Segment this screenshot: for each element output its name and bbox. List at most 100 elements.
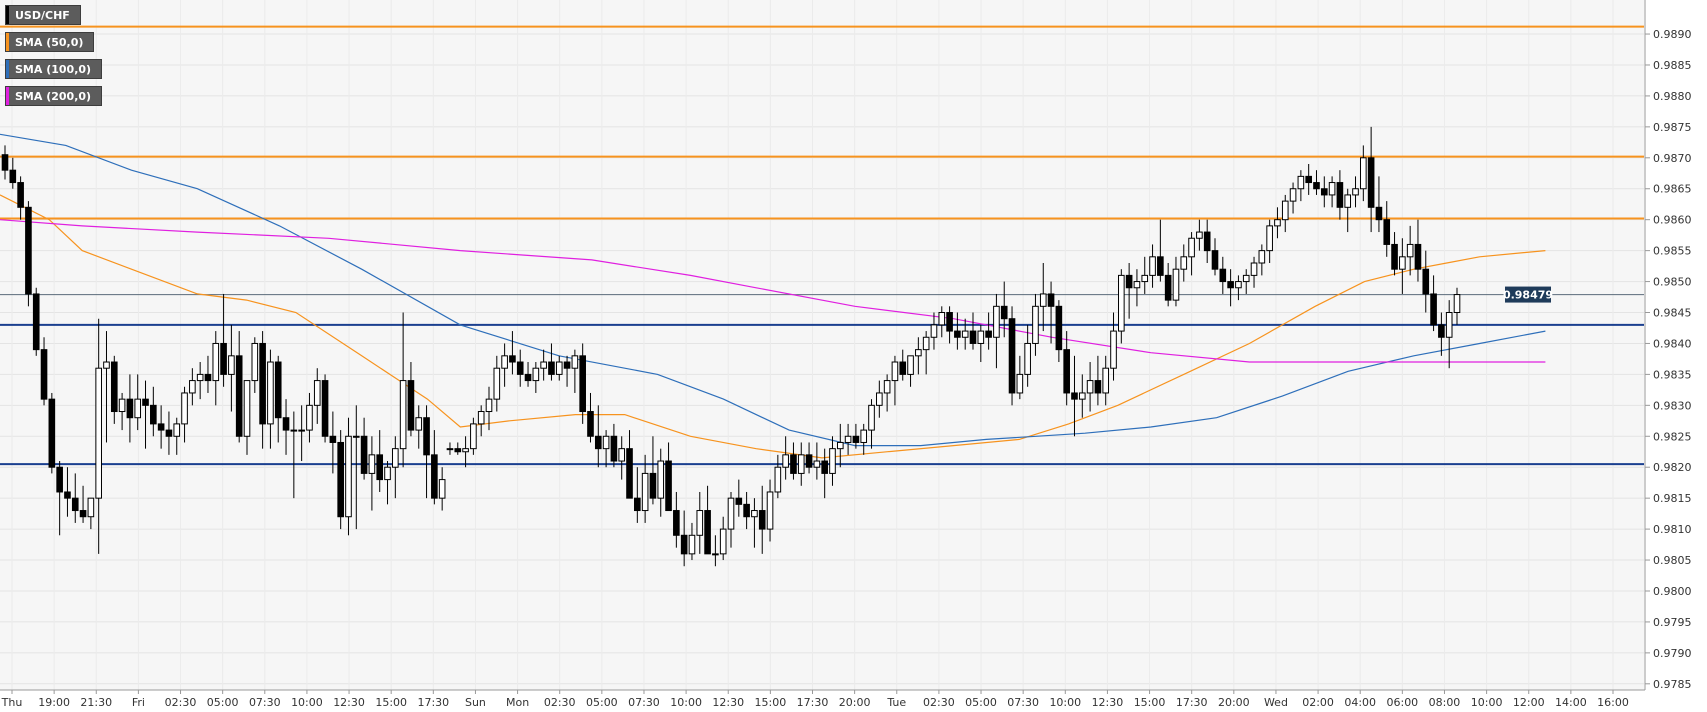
current-price-tag: 0.98479 (1503, 286, 1553, 303)
candle-body-up (860, 429, 868, 443)
candle-body-down (899, 361, 907, 375)
candle-body-up (719, 528, 727, 555)
candle (1047, 281, 1055, 344)
candle-body-down (32, 293, 40, 351)
candle-body-up (298, 429, 305, 432)
candle-body-up (173, 423, 181, 437)
candle (345, 417, 352, 536)
candle-body-down (1164, 274, 1172, 301)
candle (1157, 219, 1164, 282)
candle-body-down (9, 169, 17, 184)
candle-body-up (95, 367, 102, 499)
candle (1133, 269, 1141, 307)
candle-body-down (665, 460, 672, 512)
candle (1242, 269, 1250, 294)
candle (922, 331, 930, 375)
candle (1071, 355, 1078, 437)
candle (1383, 201, 1391, 257)
candle (1297, 170, 1305, 202)
candle (790, 442, 797, 480)
candle (774, 454, 782, 499)
candle (813, 442, 821, 480)
candle (501, 343, 508, 387)
candle (1258, 244, 1266, 276)
candle (883, 374, 891, 412)
candle (274, 355, 282, 443)
y-tick-label: 0.9810 (1653, 523, 1692, 536)
candle (329, 411, 337, 474)
candle-body-down (1063, 349, 1070, 394)
x-tick-label: 21:30 (80, 696, 112, 709)
candle (1180, 244, 1188, 282)
candle (25, 201, 32, 307)
candle (321, 374, 329, 443)
candle-body-down (548, 361, 555, 375)
candle (649, 436, 657, 505)
candle (1016, 355, 1024, 400)
y-tick-label: 0.9855 (1653, 245, 1692, 258)
candle-body-up (571, 355, 579, 369)
x-axis: Thu 19:00 21:30 Fri 02:30 05:00 07:30 10:00 12:3… (1, 690, 1629, 709)
candle-body-down (524, 373, 532, 382)
legend-item-symbol[interactable]: USD/CHF (5, 5, 81, 25)
y-tick-label: 0.9875 (1653, 121, 1692, 134)
legend-swatch (6, 60, 9, 78)
candle (1375, 176, 1383, 233)
candle-body-down (1438, 324, 1445, 338)
candle (758, 485, 766, 554)
candle (40, 337, 48, 406)
y-tick-label: 0.9890 (1653, 28, 1692, 41)
candle (56, 461, 63, 536)
candle (977, 324, 985, 363)
candle (938, 306, 946, 338)
candle-body-up (1258, 250, 1266, 264)
candle-body-up (836, 441, 844, 450)
candle-body-up (392, 448, 399, 468)
candle (196, 362, 204, 400)
candle (438, 467, 446, 511)
candle (103, 331, 110, 443)
x-tick-label: 12:00 (1513, 696, 1545, 709)
candle (961, 318, 969, 350)
sma-200-line (0, 219, 1546, 363)
candle-body-up (1086, 380, 1094, 394)
candle (79, 485, 87, 523)
price-tag-box (1505, 286, 1551, 303)
candle (743, 491, 750, 530)
candle (1344, 188, 1352, 233)
candle-body-up (915, 349, 922, 357)
legend-swatch (6, 6, 9, 24)
legend-label: SMA (50,0) (15, 36, 84, 49)
candle (946, 306, 953, 344)
sma-100-line (0, 133, 1546, 447)
candle-body-up (688, 534, 696, 555)
candle (641, 454, 649, 523)
candle-body-down (1227, 281, 1234, 289)
candle (610, 423, 618, 468)
candle-body-down (509, 355, 516, 363)
candle-body-up (993, 305, 1000, 338)
candle-body-up (1196, 231, 1203, 239)
candle-body-up (1188, 237, 1195, 258)
candle-body-down (259, 342, 266, 425)
legend-item-sma-50[interactable]: SMA (50,0) (5, 32, 95, 52)
candle-body-up (1250, 262, 1258, 276)
x-tick-label: 07:30 (628, 696, 660, 709)
x-tick-label: 12:30 (712, 696, 744, 709)
candle (1453, 287, 1461, 325)
grid-lines (0, 0, 1644, 690)
candle (181, 386, 188, 443)
legend-item-sma-200[interactable]: SMA (200,0) (5, 86, 103, 106)
legend-item-sma-100[interactable]: SMA (100,0) (5, 59, 103, 79)
candle (1172, 256, 1180, 307)
candle (571, 349, 579, 393)
candle (376, 430, 384, 492)
candle (431, 430, 438, 505)
candle-body-up (1102, 367, 1110, 394)
candle-body-down (1383, 219, 1391, 245)
candle (485, 386, 493, 431)
candle (1445, 300, 1453, 369)
candle (64, 467, 71, 517)
candle-body-down (282, 417, 290, 431)
candle (1406, 225, 1414, 276)
